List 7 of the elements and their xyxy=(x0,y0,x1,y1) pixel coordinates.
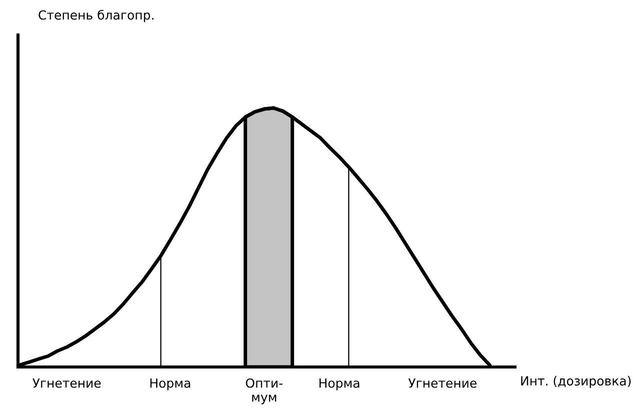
x-tick-label: Угнетение xyxy=(408,378,476,388)
x-axis-title: Инт. (дозировка) xyxy=(521,376,631,388)
text: Степень благопр. xyxy=(38,10,154,22)
x-tick-label: Угнетение xyxy=(32,378,101,388)
x-tick-label: Норма xyxy=(320,378,360,390)
x-tick-label: Норма xyxy=(150,378,190,390)
x-tick-label: Опти- мум xyxy=(246,378,283,404)
